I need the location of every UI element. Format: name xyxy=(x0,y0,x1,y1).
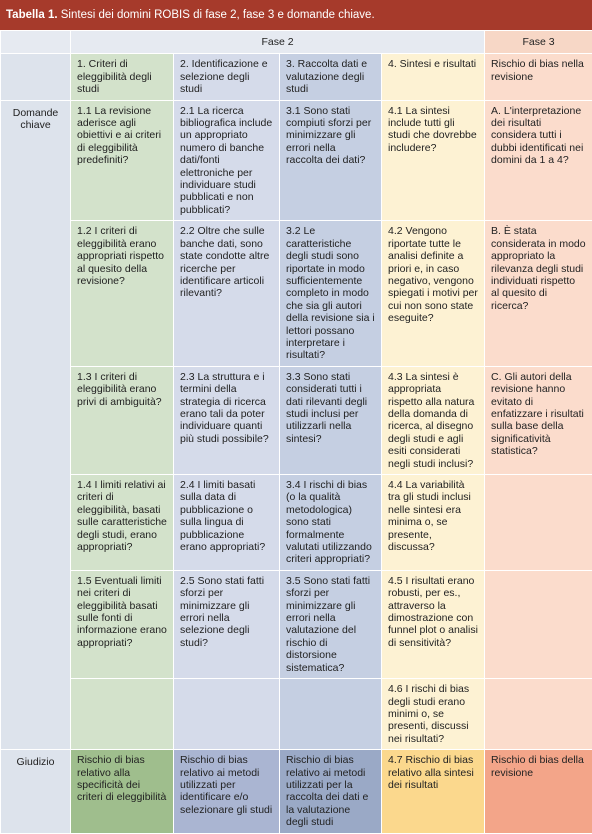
question-cell: 4.6 I rischi di bias degli studi erano m… xyxy=(382,679,485,750)
column-header: Rischio di bias nella revisione xyxy=(485,54,592,100)
question-row: 4.6 I rischi di bias degli studi erano m… xyxy=(1,679,592,750)
question-cell: 1.4 I limiti relativi ai criteri di eleg… xyxy=(71,475,174,571)
question-cell: 4.1 La sintesi include tutti gli studi c… xyxy=(382,100,485,221)
question-cell: A. L'interpretazione dei risultati consi… xyxy=(485,100,592,221)
question-cell: 2.2 Oltre che sulle banche dati, sono st… xyxy=(174,221,280,366)
question-row: 1.3 I criteri di eleggibilità erano priv… xyxy=(1,366,592,474)
question-cell: 1.3 I criteri di eleggibilità erano priv… xyxy=(71,366,174,474)
question-row: 1.5 Eventuali limiti nei criteri di eleg… xyxy=(1,570,592,678)
judgment-cell: Rischio di bias relativo ai metodi utili… xyxy=(280,750,382,833)
corner-cell xyxy=(1,31,71,54)
question-cell: 4.3 La sintesi è appropriata rispetto al… xyxy=(382,366,485,474)
empty-cell xyxy=(174,679,280,750)
question-cell: 3.3 Sono stati considerati tutti i dati … xyxy=(280,366,382,474)
judgment-cell: Rischio di bias della revisione xyxy=(485,750,592,833)
question-cell: 3.2 Le caratteristiche degli studi sono … xyxy=(280,221,382,366)
question-cell: 1.5 Eventuali limiti nei criteri di eleg… xyxy=(71,570,174,678)
table-title: Tabella 1. Sintesi dei domini ROBIS di f… xyxy=(0,0,592,30)
judgment-cell: 4.7 Rischio di bias relativo alla sintes… xyxy=(382,750,485,833)
question-row: 1.2 I criteri di eleggibilità erano appr… xyxy=(1,221,592,366)
empty-cell xyxy=(485,679,592,750)
question-cell: 3.5 Sono stati fatti sforzi per minimizz… xyxy=(280,570,382,678)
column-header: 4. Sintesi e risultati xyxy=(382,54,485,100)
column-header: 2. Identificazione e selezione degli stu… xyxy=(174,54,280,100)
question-cell: 4.5 I risultati erano robusti, per es., … xyxy=(382,570,485,678)
question-cell: B. È stata considerata in modo appropria… xyxy=(485,221,592,366)
empty-cell xyxy=(71,679,174,750)
row-label: Giudizio xyxy=(1,750,71,833)
empty-cell xyxy=(485,570,592,678)
corner-cell xyxy=(1,54,71,100)
page: Tabella 1. Sintesi dei domini ROBIS di f… xyxy=(0,0,592,671)
empty-cell xyxy=(280,679,382,750)
question-cell: 2.5 Sono stati fatti sforzi per minimizz… xyxy=(174,570,280,678)
question-cell: 4.4 La variabilità tra gli studi inclusi… xyxy=(382,475,485,571)
column-header: 3. Raccolta dati e valutazione degli stu… xyxy=(280,54,382,100)
question-cell: 2.1 La ricerca bibliografica include un … xyxy=(174,100,280,221)
question-cell: 3.1 Sono stati compiuti sforzi per minim… xyxy=(280,100,382,221)
question-cell: 2.4 I limiti basati sulla data di pubbli… xyxy=(174,475,280,571)
question-cell: C. Gli autori della revisione hanno evit… xyxy=(485,366,592,474)
question-cell: 1.1 La revisione aderisce agli obiettivi… xyxy=(71,100,174,221)
question-cell: 1.2 I criteri di eleggibilità erano appr… xyxy=(71,221,174,366)
judgment-cell: Rischio di bias relativo ai metodi utili… xyxy=(174,750,280,833)
phase-header: Fase 2 xyxy=(71,31,485,54)
question-row: 1.4 I limiti relativi ai criteri di eleg… xyxy=(1,475,592,571)
empty-cell xyxy=(485,475,592,571)
phase-header: Fase 3 xyxy=(485,31,592,54)
question-cell: 2.3 La struttura e i termini della strat… xyxy=(174,366,280,474)
judgment-cell: Rischio di bias relativo alla specificit… xyxy=(71,750,174,833)
row-label: Domande chiave xyxy=(1,100,71,750)
question-cell: 3.4 I rischi di bias (o la qualità metod… xyxy=(280,475,382,571)
table-number: Tabella 1. xyxy=(6,9,58,21)
column-header: 1. Criteri di eleggibilità degli studi xyxy=(71,54,174,100)
question-cell: 4.2 Vengono riportate tutte le analisi d… xyxy=(382,221,485,366)
table-caption: Sintesi dei domini ROBIS di fase 2, fase… xyxy=(61,9,375,21)
